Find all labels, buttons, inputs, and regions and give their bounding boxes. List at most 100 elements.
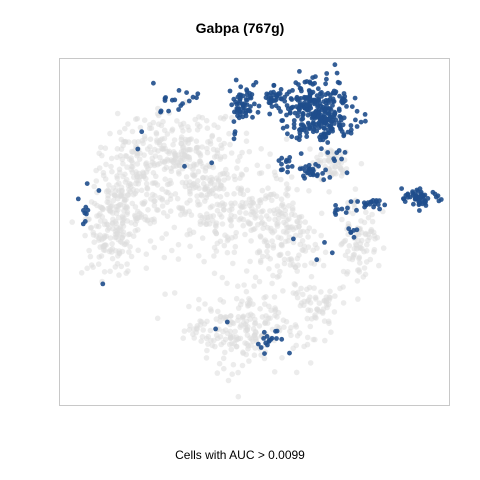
selected-cell-point — [310, 171, 316, 177]
background-cell-point — [248, 238, 254, 244]
background-cell-point — [221, 365, 227, 372]
background-cell-point — [229, 114, 235, 121]
background-cell-point — [120, 160, 126, 167]
background-cell-point — [203, 335, 210, 342]
background-cell-point — [181, 153, 188, 159]
background-cell-point — [140, 201, 146, 207]
background-cell-point — [95, 223, 102, 230]
background-cell-point — [267, 255, 274, 262]
background-cell-point — [337, 285, 343, 292]
background-cell-point — [96, 235, 102, 241]
background-cell-point — [297, 229, 304, 235]
background-cell-point — [274, 263, 281, 269]
background-cell-point — [221, 201, 228, 208]
background-cell-point — [284, 192, 291, 199]
background-cell-point — [88, 199, 95, 205]
background-cell-point — [250, 226, 257, 233]
background-cell-point — [186, 303, 192, 310]
background-cell-point — [270, 242, 277, 249]
background-cell-point — [202, 301, 208, 307]
background-cell-point — [304, 334, 311, 341]
background-cell-point — [254, 249, 261, 256]
selected-cell-point — [285, 131, 290, 137]
background-cell-point — [327, 169, 334, 175]
background-cell-point — [279, 355, 285, 361]
background-cell-point — [326, 189, 332, 195]
background-cell-point — [209, 133, 215, 140]
selected-cell-point — [309, 115, 315, 121]
background-cell-point — [244, 300, 251, 307]
selected-cell-point — [278, 96, 284, 101]
background-cell-point — [345, 248, 351, 255]
selected-cell-point — [224, 319, 230, 325]
background-cell-point — [149, 155, 156, 162]
background-cell-point — [239, 362, 246, 369]
background-cell-point — [109, 168, 115, 175]
background-cell-point — [305, 244, 312, 250]
selected-cell-point — [82, 210, 88, 216]
background-cell-point — [171, 224, 178, 231]
background-cell-point — [243, 200, 249, 206]
background-cell-point — [237, 175, 243, 181]
background-cell-point — [170, 141, 176, 148]
background-cell-point — [338, 173, 345, 179]
background-cell-point — [178, 141, 185, 147]
background-cell-point — [150, 119, 157, 126]
background-cell-point — [177, 205, 183, 212]
background-cell-point — [225, 236, 232, 242]
background-cell-point — [241, 282, 247, 288]
background-cell-point — [298, 285, 304, 292]
background-cell-point — [235, 369, 241, 376]
selected-cell-point — [284, 103, 290, 108]
background-cell-point — [147, 162, 154, 169]
background-cell-point — [163, 231, 169, 237]
background-cell-point — [257, 306, 263, 312]
selected-cell-point — [83, 204, 89, 210]
selected-cell-point — [184, 90, 190, 95]
background-cell-point — [212, 222, 219, 228]
selected-cell-point — [237, 92, 242, 98]
selected-cell-point — [274, 336, 279, 341]
background-cell-point — [123, 196, 129, 203]
background-cell-point — [371, 249, 377, 255]
background-cell-point — [219, 145, 225, 151]
selected-cell-point — [351, 228, 356, 233]
background-cell-point — [288, 257, 295, 264]
background-cell-point — [228, 346, 235, 353]
selected-cell-point — [303, 95, 309, 100]
background-cell-point — [356, 255, 362, 262]
background-cell-point — [237, 324, 243, 330]
background-cell-point — [119, 193, 125, 199]
background-cell-point — [258, 209, 265, 215]
selected-cell-point — [333, 212, 339, 217]
background-cell-point — [277, 251, 284, 258]
background-cell-point — [277, 268, 283, 275]
background-cell-point — [306, 188, 312, 194]
background-cell-point — [235, 393, 242, 400]
background-cell-point — [122, 125, 128, 132]
selected-cell-point — [282, 94, 287, 100]
background-cell-point — [321, 318, 328, 324]
background-cell-point — [100, 206, 106, 213]
background-cell-point — [251, 321, 258, 327]
background-cell-point — [108, 155, 115, 162]
background-cell-point — [163, 164, 170, 171]
background-cell-point — [259, 253, 266, 260]
selected-cell-point — [377, 206, 382, 212]
selected-cell-point — [362, 112, 368, 117]
background-cell-point — [281, 204, 287, 210]
background-cell-point — [233, 295, 240, 302]
background-cell-point — [211, 253, 217, 259]
selected-cell-point — [410, 189, 415, 195]
background-cell-point — [311, 228, 317, 235]
background-cell-point — [162, 291, 168, 298]
selected-cell-point — [255, 341, 261, 347]
background-cell-point — [322, 249, 329, 256]
background-cell-point — [120, 142, 126, 149]
background-cell-point — [185, 124, 191, 130]
background-cell-point — [198, 191, 204, 198]
selected-cell-point — [290, 88, 295, 93]
background-cell-point — [281, 260, 288, 267]
background-cell-point — [259, 187, 266, 194]
selected-cell-point — [332, 62, 338, 68]
